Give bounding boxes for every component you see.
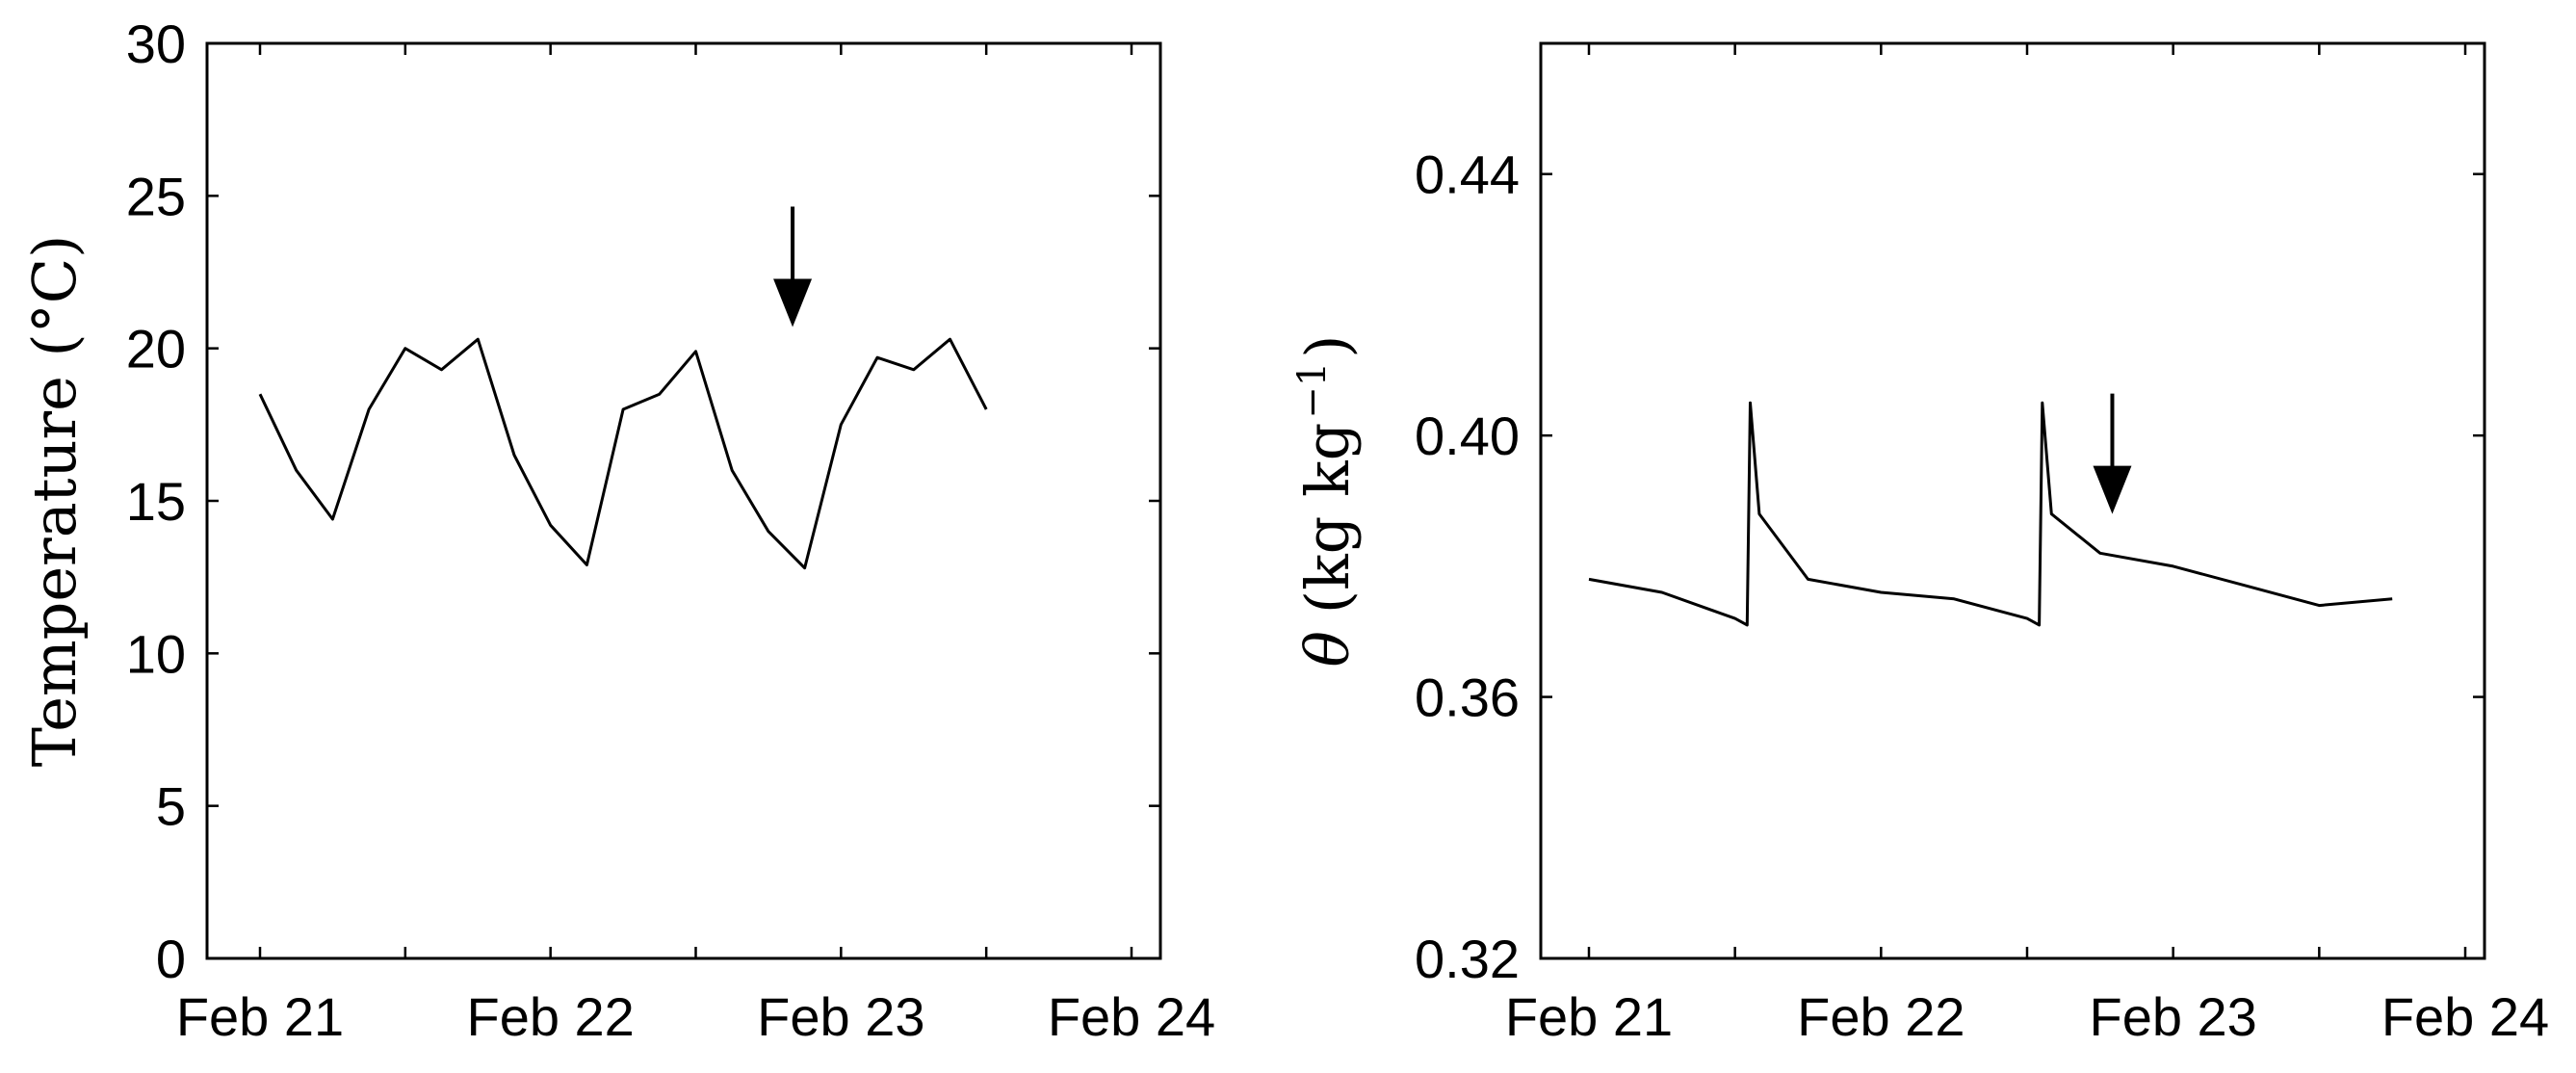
temperature-series-line bbox=[258, 337, 988, 570]
y-tick-label: 0.36 bbox=[1415, 667, 1520, 728]
y-tick-label: 0.32 bbox=[1415, 929, 1520, 989]
y-tick-label: 0.44 bbox=[1415, 144, 1520, 205]
x-tick-label: Feb 22 bbox=[1797, 986, 1965, 1047]
moisture-units: (kg kg bbox=[1292, 423, 1363, 614]
y-tick-label: 30 bbox=[126, 13, 186, 74]
arrow-head bbox=[2093, 465, 2132, 514]
moisture-y-ticks: 0.32 0.36 0.40 0.44 bbox=[1415, 144, 2485, 989]
moisture-annotation-arrow bbox=[2093, 393, 2132, 514]
y-tick-label: 15 bbox=[126, 471, 186, 532]
x-tick-label: Feb 24 bbox=[1048, 986, 1215, 1047]
temperature-annotation-arrow bbox=[773, 206, 813, 327]
x-tick-label: Feb 22 bbox=[466, 986, 634, 1047]
x-tick-label: Feb 23 bbox=[2089, 986, 2256, 1047]
moisture-plot-frame bbox=[1539, 41, 2486, 960]
arrow-head bbox=[773, 278, 813, 327]
temperature-y-ticks: 0 5 10 15 20 25 30 bbox=[126, 13, 1160, 989]
y-tick-label: 10 bbox=[126, 623, 186, 684]
temperature-chart: 0 5 10 15 20 25 30 Feb 21 Feb 22 Feb 23 Feb 24 Te… bbox=[19, 13, 1215, 1047]
y-tick-label: 5 bbox=[156, 776, 186, 837]
moisture-x-ticks: Feb 21 Feb 22 Feb 23 Feb 24 bbox=[1505, 43, 2549, 1047]
moisture-chart: 0.320.360.400.44 Feb 21 Feb 22 Feb 23 Feb 2… bbox=[1290, 41, 2549, 1047]
x-tick-label: Feb 24 bbox=[2381, 986, 2549, 1047]
temperature-plot-frame bbox=[205, 41, 1162, 960]
moisture-series-line bbox=[1588, 401, 2393, 627]
y-tick-label: 0.40 bbox=[1415, 406, 1520, 466]
temperature-x-ticks: Feb 21 Feb 22 Feb 23 Feb 24 bbox=[176, 43, 1215, 1047]
moisture-units-close: ) bbox=[1292, 335, 1363, 358]
x-tick-label: Feb 23 bbox=[757, 986, 924, 1047]
moisture-units-exponent: −1 bbox=[1290, 362, 1335, 419]
temperature-y-axis-label: Temperature (°C) bbox=[19, 235, 90, 768]
y-tick-label: 25 bbox=[126, 166, 186, 226]
theta-symbol: θ bbox=[1292, 631, 1363, 667]
moisture-y-axis-label: θ (kg kg −1 ) bbox=[1290, 335, 1363, 667]
x-tick-label: Feb 21 bbox=[1505, 986, 1673, 1047]
x-tick-label: Feb 21 bbox=[176, 986, 344, 1047]
y-tick-label: 20 bbox=[126, 319, 186, 379]
y-tick-label: 0 bbox=[156, 929, 186, 989]
